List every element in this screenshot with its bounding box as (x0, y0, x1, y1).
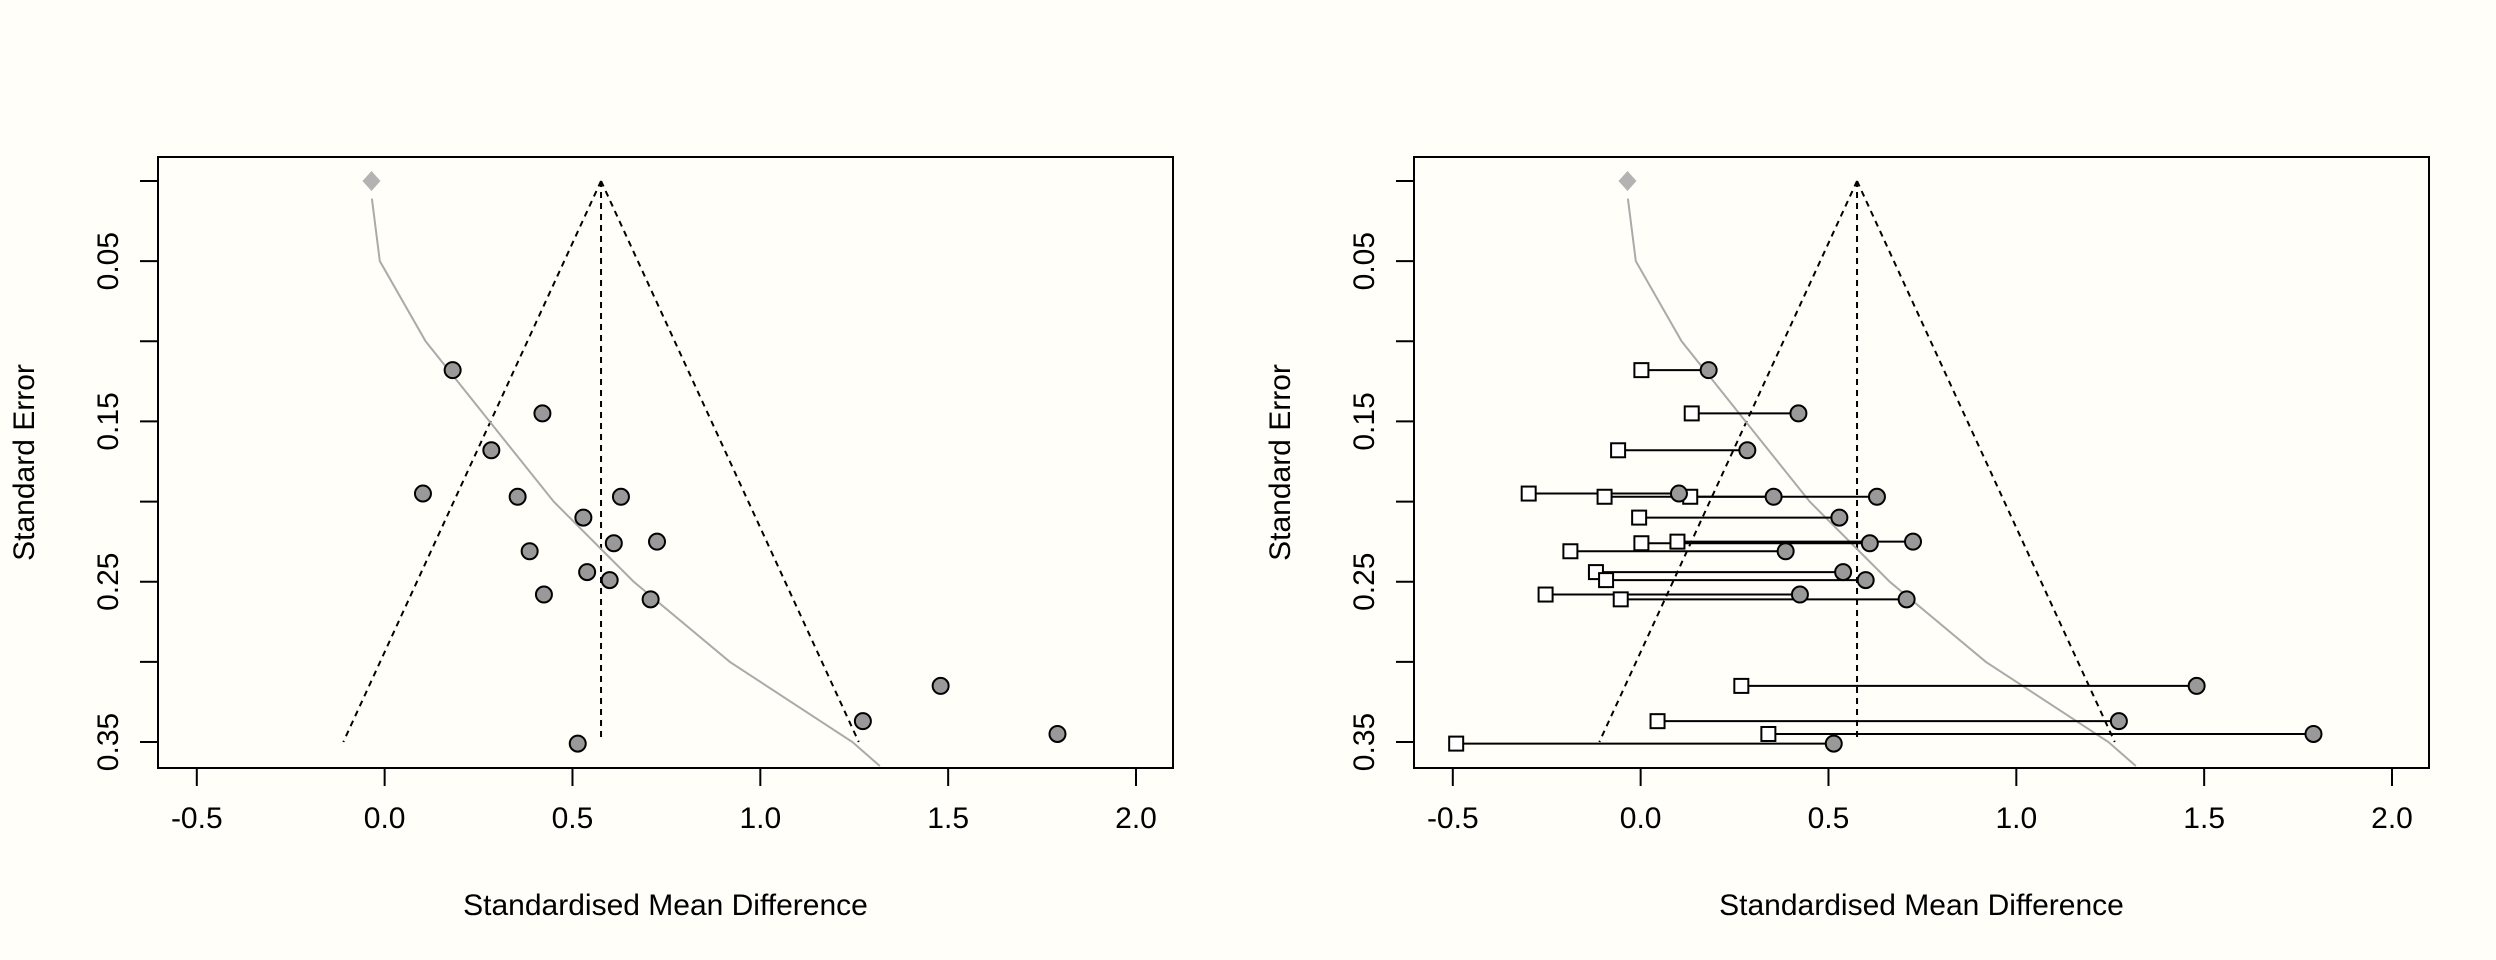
study-point (1824, 734, 1843, 753)
adjusted-study-square (1760, 725, 1777, 742)
adjusted-estimate-diamond (362, 171, 381, 191)
x-tick-label: 0.0 (364, 802, 406, 835)
study-point (1834, 563, 1853, 582)
y-tick-label: 0.15 (1348, 392, 1381, 450)
adjusted-estimate-curve (1626, 198, 2137, 767)
y-axis-title: Standard Error (8, 364, 41, 561)
y-tick-label: 0.25 (1348, 553, 1381, 611)
study-point (1789, 404, 1808, 423)
study-point (1699, 361, 1718, 380)
x-tick-label: -0.5 (171, 802, 223, 835)
adjusted-study-square (1537, 586, 1554, 603)
y-tick-label: 0.15 (92, 392, 125, 450)
x-tick-label: 0.5 (1808, 802, 1850, 835)
adjusted-study-square (1612, 591, 1629, 608)
x-tick-label: 1.5 (2183, 802, 2225, 835)
study-point (1867, 487, 1886, 506)
x-tick-label: 0.5 (552, 802, 594, 835)
study-point (533, 404, 552, 423)
study-point (2187, 676, 2206, 695)
y-tick-label: 0.05 (1348, 232, 1381, 290)
study-point (604, 534, 623, 553)
study-point (1830, 508, 1849, 527)
x-tick-label: 1.0 (1995, 802, 2037, 835)
adjusted-study-square (1520, 485, 1537, 502)
study-point (578, 563, 597, 582)
funnel-left-boundary (342, 180, 602, 743)
study-point (1904, 532, 1923, 551)
study-point (574, 508, 593, 527)
adjusted-estimate-diamond (1618, 171, 1637, 191)
study-point (443, 361, 462, 380)
study-point (2304, 724, 2323, 743)
study-point (413, 484, 432, 503)
adjusted-study-square (1683, 405, 1700, 422)
x-tick-label: 0.0 (1620, 802, 1662, 835)
x-tick-label: 1.5 (927, 802, 969, 835)
adjusted-study-square (1596, 488, 1613, 505)
study-point (2109, 712, 2128, 731)
study-point (1764, 487, 1783, 506)
y-tick-label: 0.25 (92, 553, 125, 611)
study-point (600, 571, 619, 590)
x-tick-label: -0.5 (1427, 802, 1479, 835)
funnel-plot-right-adjusted: -0.5 0.0 0.5 1.0 1.5 2.0 0.05 0.15 0.25 0.35 Stand… (1264, 156, 2430, 922)
x-axis-title: Standardised Mean Difference (1719, 889, 2124, 922)
y-axis-title: Standard Error (1264, 364, 1297, 561)
study-point (853, 712, 872, 731)
study-point (508, 487, 527, 506)
study-point (648, 532, 667, 551)
x-tick-label: 1.0 (739, 802, 781, 835)
y-tick-label: 0.35 (92, 713, 125, 771)
adjusted-study-square (1610, 442, 1627, 459)
adjusted-study-square (1562, 543, 1579, 560)
adjusted-study-square (1633, 535, 1650, 552)
study-point (1860, 534, 1879, 553)
study-point (1790, 585, 1809, 604)
study-point (534, 585, 553, 604)
adjusted-study-square (1631, 509, 1648, 526)
funnel-plot-left: -0.5 0.0 0.5 1.0 1.5 2.0 0.05 0.15 0.25 0.35 Stand… (8, 156, 1174, 922)
study-point (931, 676, 950, 695)
y-tick-label: 0.05 (92, 232, 125, 290)
study-point (520, 542, 539, 561)
study-point (1856, 571, 1875, 590)
adjusted-study-square (1633, 362, 1650, 379)
study-point (1776, 542, 1795, 561)
adjusted-study-square (1448, 735, 1465, 752)
adjusted-study-square (1733, 677, 1750, 694)
study-point (1897, 590, 1916, 609)
x-axis-title: Standardised Mean Difference (463, 889, 868, 922)
study-point (1669, 484, 1688, 503)
adjusted-study-square (1598, 572, 1615, 589)
funnel-right-boundary (600, 180, 860, 743)
funnel-right-boundary (1856, 180, 2116, 743)
adjusted-estimate-curve (370, 198, 881, 767)
x-tick-label: 2.0 (1115, 802, 1157, 835)
funnel-left-boundary (1598, 180, 1858, 743)
study-point (611, 487, 630, 506)
y-tick-label: 0.35 (1348, 713, 1381, 771)
adjusted-study-square (1649, 713, 1666, 730)
adjusted-study-square (1669, 533, 1686, 550)
study-point (641, 590, 660, 609)
study-point (1048, 724, 1067, 743)
x-tick-label: 2.0 (2371, 802, 2413, 835)
study-point (1738, 441, 1757, 460)
study-point (482, 441, 501, 460)
study-point (568, 734, 587, 753)
